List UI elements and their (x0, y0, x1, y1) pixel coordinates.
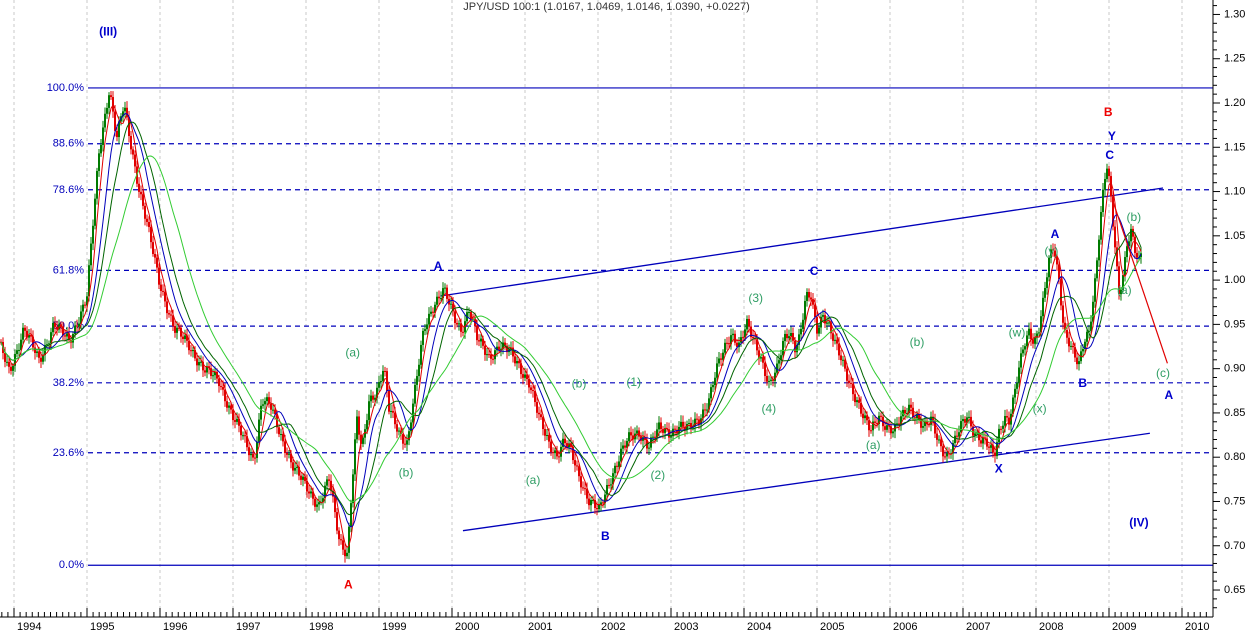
svg-text:78.6%: 78.6% (53, 184, 84, 196)
fibonacci-levels[interactable]: 100.0%88.6%78.6%61.8%50.0%38.2%23.6%0.0% (47, 82, 1213, 571)
y-tick-label: 1.05 (1224, 230, 1245, 242)
y-tick-label: 0.65 (1224, 584, 1245, 596)
wave-label: A (1051, 227, 1060, 241)
y-tick-label: 0.70 (1224, 540, 1245, 552)
wave-label: A (1165, 388, 1174, 402)
x-tick-label: 2000 (455, 621, 479, 633)
wave-label: (b) (572, 377, 587, 391)
svg-text:61.8%: 61.8% (53, 264, 84, 276)
wave-label: (2) (651, 468, 666, 482)
x-tick-label: 1996 (163, 621, 187, 633)
ma-fast-line (0, 104, 1142, 549)
wave-label: (b) (399, 465, 414, 479)
y-tick-label: 0.80 (1224, 451, 1245, 463)
y-tick-label: 0.85 (1224, 407, 1245, 419)
x-tick-label: 2010 (1185, 621, 1209, 633)
x-tick-label: 2005 (820, 621, 844, 633)
x-tick-label: 2007 (966, 621, 990, 633)
wave-label: (a) (866, 438, 881, 452)
lower-channel-trendline (462, 432, 1150, 532)
x-axis[interactable]: 1994 1995 1996 1997 1998 1999 2000 2001 2002 2003… (1, 608, 1210, 633)
wave-label: (4) (761, 401, 776, 415)
ma-mid-line (0, 113, 1142, 528)
wave-label: (IV) (1129, 516, 1148, 530)
axes[interactable] (0, 0, 1214, 618)
wave-label: X (995, 462, 1003, 476)
y-tick-label: 1.00 (1224, 274, 1245, 286)
trendlines[interactable] (440, 187, 1164, 532)
x-tick-label: 2009 (1112, 621, 1136, 633)
x-tick-label: 2008 (1039, 621, 1063, 633)
wave-label: (1) (626, 375, 641, 389)
y-tick-label: 1.20 (1224, 97, 1245, 109)
wave-label: (3) (748, 291, 763, 305)
y-tick-label: 1.15 (1224, 141, 1245, 153)
wave-label: B (1078, 376, 1087, 390)
year-gridlines (13, 0, 1183, 617)
wave-label: (b) (1126, 210, 1141, 224)
wave-label: (a) (345, 346, 360, 360)
wave-label: (c) (1156, 366, 1170, 380)
x-tick-label: 1995 (90, 621, 114, 633)
svg-text:100.0%: 100.0% (47, 82, 85, 94)
wave-label: (a) (1117, 283, 1132, 297)
chart-title: JPY/USD 100:1 (1.0167, 1.0469, 1.0146, 1… (463, 1, 750, 13)
wave-label: A (344, 578, 353, 592)
x-tick-label: 2003 (674, 621, 698, 633)
wave-label: B (601, 529, 610, 543)
svg-text:0.0%: 0.0% (59, 559, 84, 571)
x-tick-label: 2006 (893, 621, 917, 633)
y-tick-label: 0.95 (1224, 318, 1245, 330)
wave-label: B (1104, 105, 1113, 119)
moving-averages (0, 104, 1142, 549)
projection-line[interactable] (1112, 200, 1168, 364)
wave-label: C (810, 264, 819, 278)
wave-label: (a) (526, 473, 541, 487)
wave-label: Y (1108, 129, 1116, 143)
y-tick-label: 1.25 (1224, 53, 1245, 65)
x-tick-label: 1998 (309, 621, 333, 633)
candlestick-series (0, 90, 1142, 563)
upper-channel-trendline (440, 187, 1164, 297)
x-tick-label: 1994 (17, 621, 41, 633)
svg-text:88.6%: 88.6% (53, 138, 84, 150)
x-tick-label: 2001 (528, 621, 552, 633)
wave-label: (w) (1009, 325, 1026, 339)
wave-label: C (1105, 148, 1114, 162)
wave-label: (b) (910, 335, 925, 349)
wave-label: A (434, 259, 443, 273)
wave-label: (y) (1044, 244, 1058, 258)
svg-text:23.6%: 23.6% (53, 447, 84, 459)
x-tick-label: 2002 (601, 621, 625, 633)
ma-slowest-line (0, 155, 1142, 503)
y-tick-label: 1.10 (1224, 186, 1245, 198)
wave-label: (x) (1033, 401, 1047, 415)
wave-label: (III) (99, 24, 117, 38)
ma-slow-line (0, 121, 1142, 516)
svg-text:38.2%: 38.2% (53, 377, 84, 389)
y-tick-label: 0.90 (1224, 363, 1245, 375)
y-axis[interactable]: 0.65 0.70 0.75 0.80 0.85 0.90 0.95 1.00 1.05 1.10… (1213, 5, 1245, 609)
y-tick-label: 1.30 (1224, 8, 1245, 20)
y-tick-label: 0.75 (1224, 495, 1245, 507)
x-tick-label: 2004 (747, 621, 771, 633)
x-tick-label: 1999 (382, 621, 406, 633)
x-tick-label: 1997 (236, 621, 260, 633)
